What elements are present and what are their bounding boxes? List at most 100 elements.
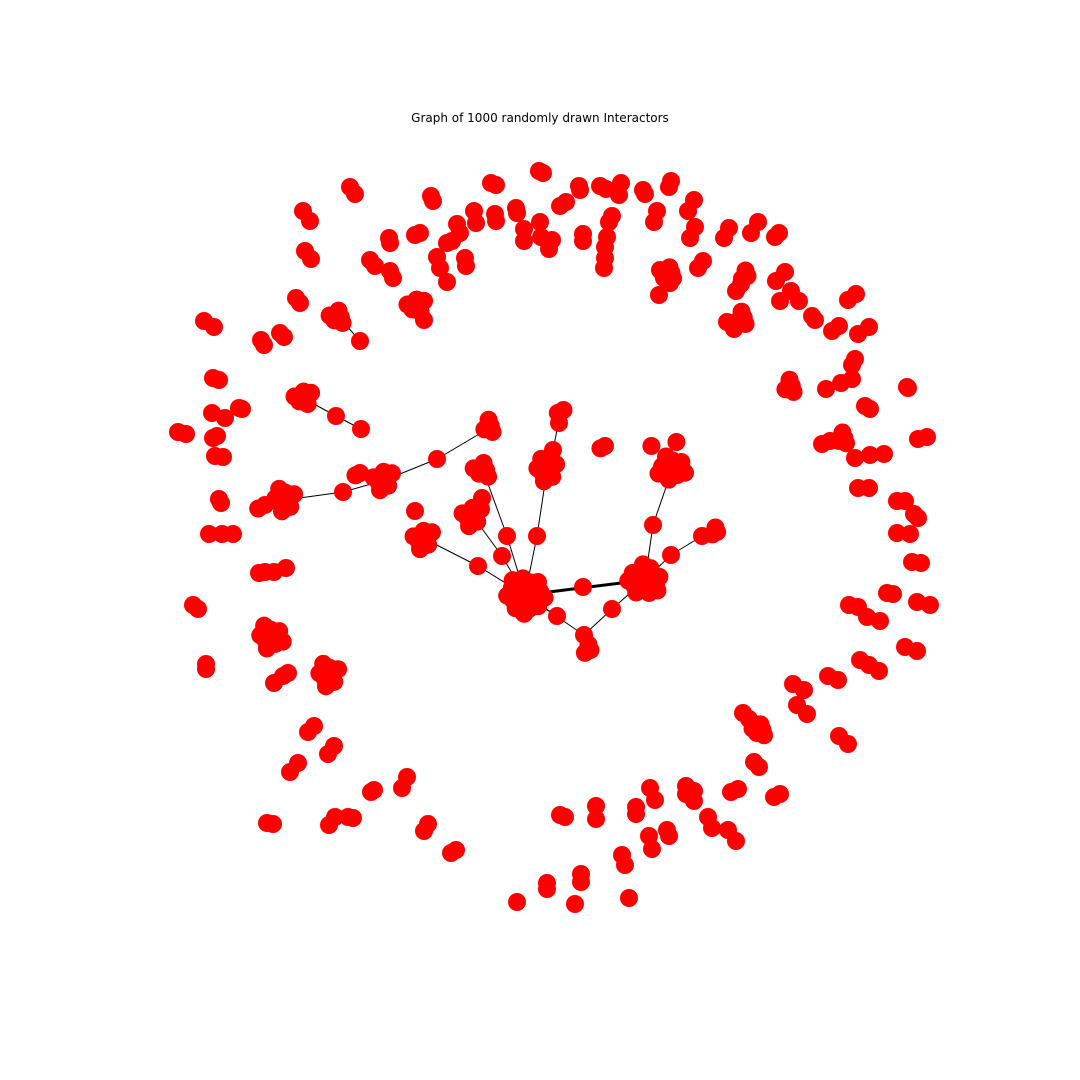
graph-node-346 — [703, 819, 721, 837]
graph-title: Graph of 1000 randomly drawn Interactors — [411, 111, 669, 125]
graph-node-375 — [884, 585, 902, 603]
graph-node-38 — [648, 581, 667, 600]
graph-node-383 — [909, 509, 927, 527]
graph-node-53 — [428, 450, 446, 468]
graph-node-163 — [329, 660, 348, 679]
graph-node-338 — [643, 840, 661, 858]
graph-node-222 — [515, 232, 533, 250]
graph-node-35 — [650, 567, 669, 586]
graph-node-356 — [740, 710, 758, 728]
graph-node-336 — [646, 791, 664, 809]
graph-node-43 — [603, 600, 621, 618]
graph-node-124 — [272, 502, 291, 521]
graph-node-259 — [366, 257, 384, 275]
graph-node-327 — [587, 810, 605, 828]
graph-node-420 — [694, 252, 712, 270]
graph-node-403 — [830, 317, 848, 335]
graph-node-385 — [896, 492, 914, 510]
graph-node-146 — [591, 439, 610, 458]
graph-node-387 — [860, 479, 878, 497]
graph-node-426 — [821, 432, 839, 450]
graph-node-165 — [314, 654, 333, 673]
graph-node-232 — [574, 232, 592, 250]
graph-node-76 — [459, 517, 478, 536]
graph-node-46 — [498, 527, 516, 545]
graph-node-322 — [538, 880, 556, 898]
graph-node-190 — [836, 434, 855, 453]
graph-node-196 — [424, 192, 442, 210]
graph-node-412 — [771, 292, 789, 310]
graph-node-210 — [660, 178, 678, 196]
graph-node-39 — [619, 571, 638, 590]
graph-node-405 — [860, 318, 878, 336]
graph-node-47 — [528, 527, 546, 545]
graph-node-299 — [279, 664, 297, 682]
graph-node-174 — [784, 382, 803, 401]
graph-node-238 — [645, 213, 663, 231]
graph-node-91 — [548, 403, 567, 422]
graph-node-75 — [471, 500, 490, 519]
graph-node-427 — [415, 311, 433, 329]
graph-node-37 — [633, 555, 652, 574]
graph-node-340 — [660, 827, 678, 845]
graph-node-108 — [483, 422, 502, 441]
graph-node-397 — [817, 380, 835, 398]
graph-node-275 — [216, 409, 234, 427]
graph-node-57 — [351, 332, 369, 350]
graph-node-192 — [346, 185, 364, 203]
graph-node-292 — [277, 559, 295, 577]
graph-node-360 — [798, 705, 816, 723]
graph-node-256 — [457, 257, 475, 275]
graph-node-144 — [415, 291, 434, 310]
graph-node-279 — [177, 425, 195, 443]
graph-node-157 — [273, 632, 292, 651]
graph-node-250 — [411, 224, 429, 242]
graph-node-40 — [574, 578, 592, 596]
graph-node-334 — [627, 805, 645, 823]
graph-node-248 — [381, 234, 399, 252]
graph-node-416 — [732, 275, 750, 293]
graph-node-21 — [535, 588, 554, 607]
graph-node-261 — [384, 269, 402, 287]
graph-node-87 — [547, 455, 566, 474]
graph-node-104 — [706, 518, 725, 537]
graph-node-364 — [829, 671, 847, 689]
graph-node-17 — [498, 586, 517, 605]
graph-node-80 — [479, 467, 498, 486]
graph-node-246 — [770, 224, 788, 242]
graph-node-381 — [901, 525, 919, 543]
graph-node-99 — [657, 447, 676, 466]
graph-node-344 — [685, 792, 703, 810]
graph-node-265 — [291, 294, 309, 312]
graph-node-138 — [320, 306, 339, 325]
graph-node-236 — [595, 259, 613, 277]
graph-node-277 — [233, 400, 251, 418]
graph-node-88 — [534, 472, 553, 491]
graph-node-218 — [508, 204, 526, 222]
graph-node-283 — [214, 448, 232, 466]
graph-node-156 — [255, 616, 274, 635]
graph-node-164 — [316, 677, 335, 696]
graph-node-358 — [795, 681, 813, 699]
graph-node-401 — [843, 356, 861, 374]
graph-node-125 — [270, 479, 289, 498]
graph-node-54 — [334, 483, 352, 501]
graph-node-254 — [431, 259, 449, 277]
graph-node-407 — [847, 285, 865, 303]
graph-node-44 — [469, 557, 487, 575]
graph-node-296 — [197, 660, 215, 678]
graph-node-373 — [871, 612, 889, 630]
graph-node-326 — [587, 797, 605, 815]
graph-node-286 — [200, 525, 218, 543]
graph-node-379 — [912, 554, 930, 572]
graph-node-200 — [534, 164, 552, 182]
graph-node-89 — [532, 449, 551, 468]
graph-node-362 — [839, 735, 857, 753]
graph-node-257 — [438, 273, 456, 291]
graph-node-252 — [443, 232, 461, 250]
graph-node-242 — [715, 229, 733, 247]
graph-node-396 — [861, 400, 879, 418]
graph-node-212 — [679, 202, 697, 220]
graph-node-240 — [681, 229, 699, 247]
